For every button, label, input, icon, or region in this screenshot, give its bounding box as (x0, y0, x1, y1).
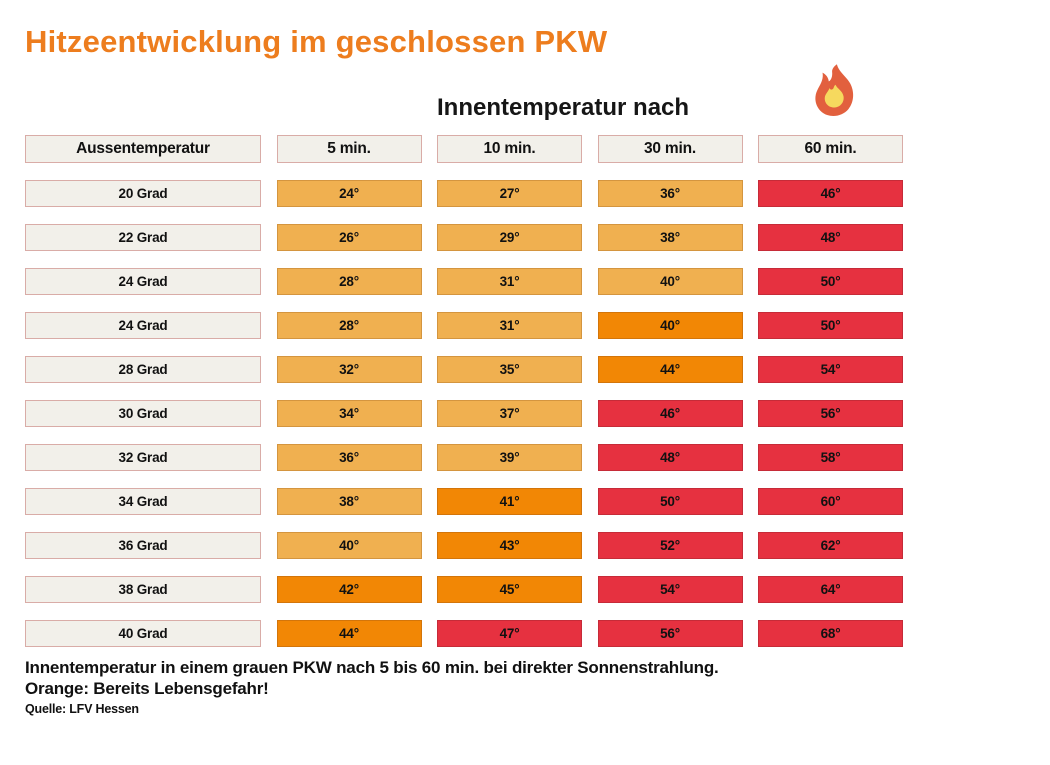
temperature-cell: 56° (758, 400, 903, 427)
row-label-aussentemperatur: 40 Grad (25, 620, 261, 647)
temperature-cell: 41° (437, 488, 582, 515)
temperature-cell: 48° (758, 224, 903, 251)
column-header-10min: 10 min. (437, 135, 582, 163)
temperature-cell: 58° (758, 444, 903, 471)
temperature-cell: 39° (437, 444, 582, 471)
footer-description: Innentemperatur in einem grauen PKW nach… (25, 658, 719, 677)
row-label-aussentemperatur: 22 Grad (25, 224, 261, 251)
temperature-cell: 54° (597, 576, 743, 603)
temperature-cell: 26° (276, 224, 422, 251)
temperature-cell: 36° (597, 180, 743, 207)
temperature-cell: 31° (437, 312, 582, 339)
table-row: 20 Grad 24° 27° 36° 46° (25, 180, 903, 207)
temperature-cell: 42° (276, 576, 422, 603)
table-row: 38 Grad 42° 45° 54° 64° (25, 576, 903, 603)
temperature-cell: 46° (597, 400, 743, 427)
table-row: 24 Grad 28° 31° 40° 50° (25, 268, 903, 295)
temperature-cell: 31° (437, 268, 582, 295)
column-header-aussentemperatur: Aussentemperatur (25, 135, 261, 163)
temperature-cell: 47° (437, 620, 582, 647)
page-title: Hitzeentwicklung im geschlossen PKW (25, 24, 608, 59)
row-label-aussentemperatur: 24 Grad (25, 268, 261, 295)
temperature-cell: 48° (597, 444, 743, 471)
temperature-cell: 40° (276, 532, 422, 559)
table-row: 28 Grad 32° 35° 44° 54° (25, 356, 903, 383)
temperature-cell: 46° (758, 180, 903, 207)
row-label-aussentemperatur: 32 Grad (25, 444, 261, 471)
temperature-cell: 28° (276, 312, 422, 339)
table-row: 34 Grad 38° 41° 50° 60° (25, 488, 903, 515)
row-label-aussentemperatur: 34 Grad (25, 488, 261, 515)
column-header-30min: 30 min. (597, 135, 743, 163)
temperature-cell: 50° (758, 268, 903, 295)
row-label-aussentemperatur: 38 Grad (25, 576, 261, 603)
temperature-cell: 54° (758, 356, 903, 383)
temperature-cell: 45° (437, 576, 582, 603)
table-row: 36 Grad 40° 43° 52° 62° (25, 532, 903, 559)
temperature-cell: 56° (597, 620, 743, 647)
temperature-cell: 43° (437, 532, 582, 559)
temperature-cell: 68° (758, 620, 903, 647)
row-label-aussentemperatur: 28 Grad (25, 356, 261, 383)
temperature-cell: 38° (597, 224, 743, 251)
table-row: 22 Grad 26° 29° 38° 48° (25, 224, 903, 251)
column-header-60min: 60 min. (758, 135, 903, 163)
fire-icon (806, 63, 864, 127)
heat-table: Aussentemperatur 5 min. 10 min. 30 min. … (25, 135, 903, 664)
temperature-cell: 64° (758, 576, 903, 603)
row-label-aussentemperatur: 20 Grad (25, 180, 261, 207)
temperature-cell: 35° (437, 356, 582, 383)
temperature-cell: 28° (276, 268, 422, 295)
footer: Innentemperatur in einem grauen PKW nach… (25, 657, 719, 716)
row-label-aussentemperatur: 24 Grad (25, 312, 261, 339)
temperature-cell: 52° (597, 532, 743, 559)
temperature-cell: 32° (276, 356, 422, 383)
temperature-cell: 40° (597, 268, 743, 295)
table-row: 24 Grad 28° 31° 40° 50° (25, 312, 903, 339)
temperature-cell: 27° (437, 180, 582, 207)
temperature-cell: 50° (597, 488, 743, 515)
table-header-row: Aussentemperatur 5 min. 10 min. 30 min. … (25, 135, 903, 163)
column-header-5min: 5 min. (276, 135, 422, 163)
temperature-cell: 38° (276, 488, 422, 515)
temperature-cell: 44° (597, 356, 743, 383)
temperature-cell: 50° (758, 312, 903, 339)
temperature-cell: 34° (276, 400, 422, 427)
table-row: 32 Grad 36° 39° 48° 58° (25, 444, 903, 471)
temperature-cell: 29° (437, 224, 582, 251)
temperature-cell: 24° (276, 180, 422, 207)
footer-warning: Orange: Bereits Lebensgefahr! (25, 679, 269, 698)
temperature-cell: 60° (758, 488, 903, 515)
table-body: 20 Grad 24° 27° 36° 46° 22 Grad 26° 29° 38° 48° 24… (25, 180, 903, 647)
temperature-cell: 62° (758, 532, 903, 559)
temperature-cell: 37° (437, 400, 582, 427)
source-credit: Quelle: LFV Hessen (25, 702, 139, 716)
temperature-cell: 44° (276, 620, 422, 647)
row-label-aussentemperatur: 30 Grad (25, 400, 261, 427)
row-label-aussentemperatur: 36 Grad (25, 532, 261, 559)
temperature-cell: 36° (276, 444, 422, 471)
table-row: 40 Grad 44° 47° 56° 68° (25, 620, 903, 647)
inner-temperature-subtitle: Innentemperatur nach (437, 94, 690, 121)
temperature-cell: 40° (597, 312, 743, 339)
table-row: 30 Grad 34° 37° 46° 56° (25, 400, 903, 427)
